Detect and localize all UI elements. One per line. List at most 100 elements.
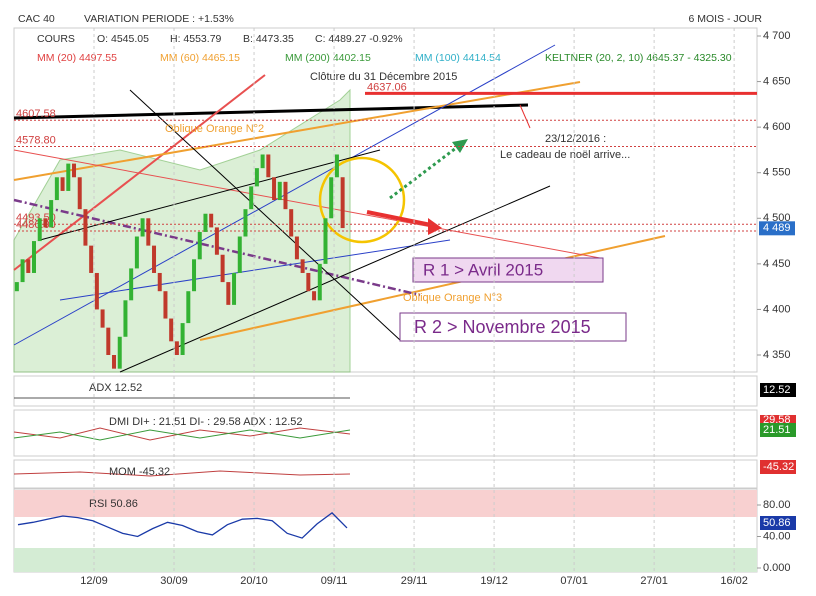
value-badge-text: 12.52 [763, 384, 791, 396]
value-badge-text: -45.32 [763, 461, 794, 473]
candle-body [117, 336, 122, 369]
x-tick-label: 07/01 [560, 575, 588, 587]
indicator-label: ADX 12.52 [89, 382, 142, 394]
candle-body [283, 181, 288, 210]
candle-body [260, 154, 265, 169]
candle-body [197, 231, 202, 260]
candle-body [317, 263, 322, 301]
x-tick-label: 29/11 [401, 575, 428, 587]
x-tick-label: 12/09 [80, 575, 108, 587]
candle-body [294, 236, 299, 260]
candle-body [32, 241, 37, 273]
candle-body [237, 236, 242, 273]
period: 6 MOIS - JOUR [688, 13, 762, 25]
candle-body [112, 355, 117, 369]
candle-body [266, 154, 271, 178]
y-tick-label: 4 450 [763, 258, 791, 270]
y-tick-label: 4 350 [763, 349, 791, 361]
y-tick-label: 4 400 [763, 303, 791, 315]
indicator-panels [13, 375, 758, 573]
candle-body [220, 254, 225, 283]
candle-body [192, 259, 197, 292]
annotation: Le cadeau de noël arrive... [500, 149, 630, 161]
legend-item: COURS [37, 33, 75, 45]
value-badge-text: 50.86 [763, 517, 791, 529]
level-label: 4578.80 [16, 134, 56, 146]
candle-body [20, 259, 25, 283]
candle-body [249, 186, 254, 210]
candle-body [209, 213, 214, 228]
value-badge [760, 423, 796, 437]
legend-item: MM (20) 4497.55 [37, 52, 117, 64]
legend-item: MM (200) 4402.15 [285, 52, 371, 64]
annotation-box [412, 257, 604, 283]
y-tick-label: 4 650 [763, 75, 791, 87]
candle-body [226, 282, 231, 305]
value-badge [760, 516, 796, 530]
y-tick-label: 4 550 [763, 167, 791, 179]
candle-body [72, 163, 77, 178]
candle-body [272, 177, 277, 201]
candle-body [146, 218, 151, 246]
candle-body [277, 181, 282, 201]
candle-body [340, 177, 345, 229]
rsi-tick-label: 80.00 [763, 499, 791, 511]
candle-body [334, 154, 339, 178]
y-tick-label: 4 700 [763, 30, 791, 42]
candle-body [152, 245, 157, 273]
candle-body [254, 168, 259, 187]
x-tick-label: 30/09 [160, 575, 188, 587]
level-label: 4637.06 [367, 81, 407, 93]
candle-body [100, 309, 105, 328]
legend-item: H: 4553.79 [170, 33, 222, 45]
value-badge [760, 383, 796, 397]
candle-body [60, 177, 65, 191]
candle-body [169, 318, 174, 342]
value-badge [760, 460, 796, 474]
symbol: CAC 40 [18, 13, 55, 25]
indicator-label: DMI DI+ : 21.51 DI- : 29.58 ADX : 12.52 [109, 416, 303, 428]
candle-body [329, 177, 334, 219]
rsi-line [17, 512, 348, 539]
y-tick-label: 4 500 [763, 212, 791, 224]
rsi-tick-label: 0.000 [763, 562, 791, 574]
candle-body [180, 323, 185, 355]
candle-body [106, 327, 111, 355]
candle-body [323, 218, 328, 264]
candle-body [66, 163, 71, 191]
candle-body [312, 291, 317, 301]
candle-body [289, 209, 294, 237]
annotation: Clôture du 31 Décembre 2015 [310, 71, 457, 83]
candle-body [300, 259, 305, 273]
legend-item: MM (60) 4465.15 [160, 52, 240, 64]
candle-body [54, 177, 59, 201]
candle-body [83, 209, 88, 246]
candle-body [26, 259, 31, 273]
candle-body [49, 200, 54, 228]
variation: VARIATION PERIODE : +1.53% [84, 13, 234, 25]
annotation: 23/12/2016 : [545, 133, 606, 145]
value-badge-text: 29.58 [763, 414, 791, 426]
candle-body [89, 245, 94, 273]
legend-item: C: 4489.27 -0.92% [315, 33, 403, 45]
candle-body [157, 272, 162, 292]
candle-body [140, 218, 145, 237]
candle-body [77, 177, 82, 210]
value-badge-text: 21.51 [763, 424, 791, 436]
annotation: Oblique Orange N°3 [403, 292, 502, 304]
candle-body [306, 272, 311, 292]
y-tick-label: 4 600 [763, 121, 791, 133]
x-tick-label: 09/11 [321, 575, 348, 587]
candle-body [134, 236, 139, 269]
rsi-tick-label: 40.00 [763, 530, 791, 542]
last-price-badge [759, 221, 795, 236]
candle-body [123, 300, 128, 337]
legend-item: MM (100) 4414.54 [415, 52, 501, 64]
annotation-box [399, 312, 627, 342]
candle-body [163, 291, 168, 319]
candle-body [232, 272, 237, 305]
annotation: Oblique Orange N°2 [165, 123, 264, 135]
legend-item: B: 4473.35 [243, 33, 294, 45]
value-badge [760, 415, 796, 425]
legend-item: O: 4545.05 [97, 33, 149, 45]
